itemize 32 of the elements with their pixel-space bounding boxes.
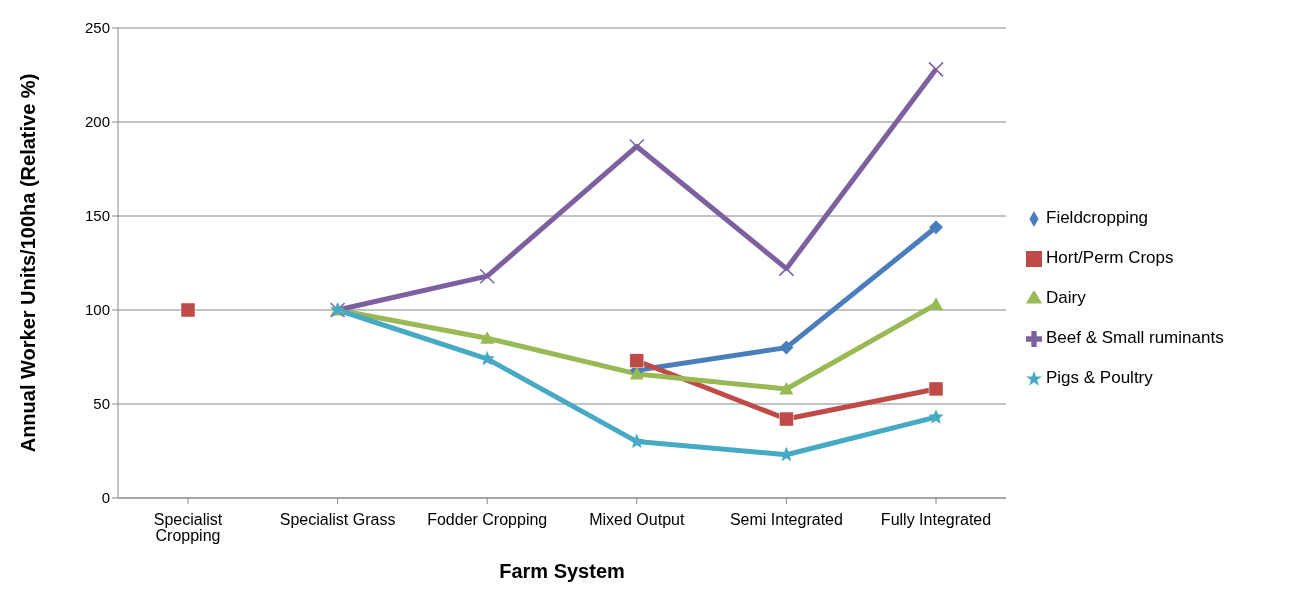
x-tick-label: Mixed Output xyxy=(589,511,685,529)
y-tick-label: 250 xyxy=(84,19,110,37)
point xyxy=(180,302,196,318)
x-tick-label: Semi Integrated xyxy=(729,511,843,529)
y-tick-label: 150 xyxy=(84,207,110,225)
point xyxy=(479,268,495,284)
point xyxy=(929,297,943,310)
legend-label: Fieldcropping xyxy=(1046,208,1149,227)
legend-label: Hort/Perm Crops xyxy=(1046,248,1174,267)
legend-label: Beef & Small ruminants xyxy=(1046,328,1224,347)
point xyxy=(779,381,794,395)
point xyxy=(629,433,645,449)
point xyxy=(629,353,645,369)
y-axis-title: Annual Worker Units/100ha (Relative %) xyxy=(17,73,40,453)
point xyxy=(779,411,794,427)
point xyxy=(928,381,944,397)
y-tick-label: 0 xyxy=(101,489,110,507)
point xyxy=(480,331,495,344)
y-tick-label: 50 xyxy=(93,395,110,413)
x-tick-label: Fully Integrated xyxy=(880,511,992,529)
x-tick-label: Fodder Cropping xyxy=(427,511,548,529)
legend-label: Pigs & Poultry xyxy=(1046,368,1153,387)
x-tick-label: Specialist Grass xyxy=(279,511,396,529)
point xyxy=(929,220,943,235)
y-tick-label: 200 xyxy=(84,113,110,131)
legend-label: Dairy xyxy=(1046,288,1086,307)
x-tick-label: Specialist Cropping xyxy=(153,511,223,545)
x-axis-title: Farm System xyxy=(499,560,625,582)
point xyxy=(779,340,794,355)
point xyxy=(928,61,944,78)
y-tick-label: 100 xyxy=(84,301,110,319)
point xyxy=(928,409,944,424)
